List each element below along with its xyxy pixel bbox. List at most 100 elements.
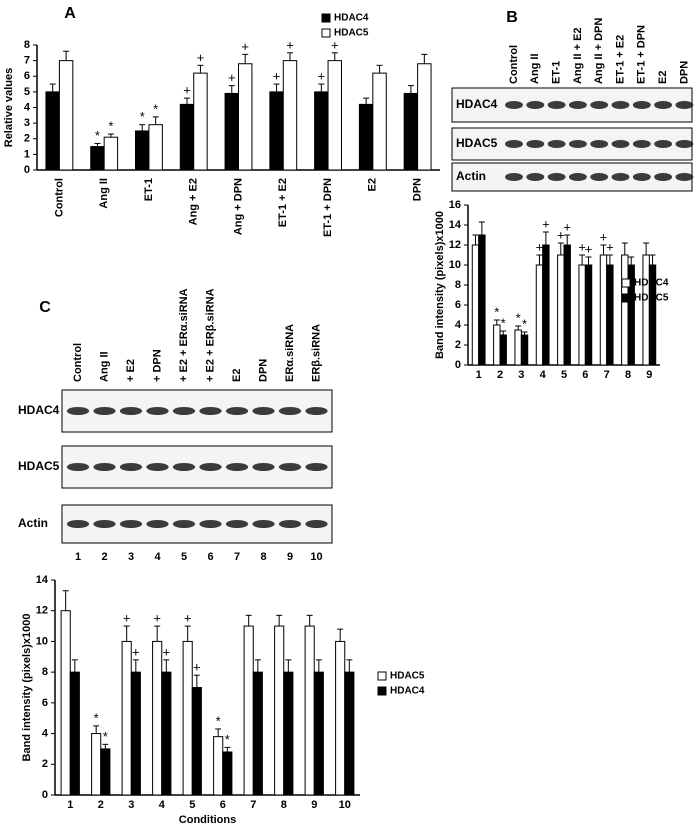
blot-band (119, 463, 143, 471)
y-tick-label: 2 (24, 133, 30, 145)
blot-band (93, 520, 116, 528)
x-tick-label: 5 (561, 369, 567, 381)
significance-mark: + (585, 241, 593, 256)
bar (642, 254, 650, 366)
blot-band (93, 407, 116, 415)
x-tick-label: 3 (128, 799, 134, 811)
lane-number: 2 (101, 551, 107, 563)
blot-band (146, 520, 169, 528)
significance-mark: + (123, 611, 131, 626)
blot-band (172, 463, 196, 471)
y-tick-label: 10 (449, 259, 461, 271)
blot-band (632, 173, 651, 181)
x-tick-label: Control (53, 178, 65, 217)
x-tick-label: 8 (281, 799, 287, 811)
panel-letter: B (506, 9, 518, 26)
bar (58, 60, 74, 171)
blot-band (305, 520, 328, 528)
significance-mark: + (153, 611, 161, 626)
significance-mark: + (331, 37, 339, 52)
blot-band (199, 463, 222, 471)
significance-mark: * (140, 109, 145, 124)
y-tick-label: 14 (449, 219, 462, 231)
blot-band (146, 407, 169, 415)
bar (100, 748, 111, 796)
bar (535, 264, 544, 366)
blot-band (675, 140, 694, 148)
y-tick-label: 8 (455, 279, 461, 291)
panel-letter: C (39, 299, 51, 316)
bar (182, 640, 193, 796)
bar (152, 640, 163, 796)
x-tick-label: 1 (67, 799, 73, 811)
y-tick-label: 2 (455, 339, 461, 351)
bar (372, 72, 387, 171)
significance-mark: + (557, 227, 565, 242)
significance-mark: + (197, 50, 205, 65)
legend-label: HDAC5 (634, 293, 669, 304)
lane-number: 5 (181, 551, 187, 563)
blot-band (93, 463, 116, 471)
lane-number: 4 (154, 551, 161, 563)
significance-mark: + (273, 69, 281, 84)
blot-row-label: Actin (18, 516, 48, 530)
blot-band (505, 101, 523, 109)
lane-number: 9 (287, 551, 293, 563)
blot-band (119, 407, 143, 415)
significance-mark: * (94, 710, 99, 725)
blot-band (278, 407, 302, 415)
blot-band (305, 407, 328, 415)
y-tick-label: 6 (42, 697, 48, 709)
significance-mark: + (578, 239, 586, 254)
bar (578, 264, 586, 366)
bar (493, 324, 501, 366)
bar (584, 264, 593, 366)
blot-band (172, 407, 196, 415)
lane-label: + E2 + ERα.siRNA (178, 288, 190, 382)
legend-label: HDAC4 (634, 278, 669, 289)
blot-band (611, 173, 630, 181)
legend-swatch (321, 13, 331, 23)
bar (471, 244, 480, 366)
significance-mark: + (606, 239, 614, 254)
blot-band (590, 140, 609, 148)
blot-band (66, 520, 90, 528)
bar (335, 640, 346, 796)
significance-mark: + (132, 644, 140, 659)
y-tick-label: 7 (24, 55, 30, 67)
significance-mark: + (163, 644, 171, 659)
y-tick-label: 0 (455, 359, 461, 371)
blot-band (590, 173, 609, 181)
bar (103, 136, 119, 171)
lane-label: Ang II + E2 (572, 27, 584, 84)
bar (193, 72, 208, 171)
x-tick-label: 6 (220, 799, 226, 811)
significance-mark: * (516, 310, 521, 325)
bar (69, 671, 80, 796)
x-tick-label: 4 (540, 369, 547, 381)
x-tick-label: 9 (311, 799, 317, 811)
bar (514, 329, 522, 366)
x-tick-label: 9 (646, 369, 652, 381)
lane-label: ERβ.siRNA (310, 324, 322, 382)
y-tick-label: 8 (42, 666, 48, 678)
legend-label: HDAC5 (390, 671, 425, 682)
y-axis-label: Band intensity (pixels)x1000 (434, 211, 446, 359)
legend-label: HDAC5 (334, 28, 369, 39)
x-tick-label: 1 (476, 369, 482, 381)
blot-band (278, 520, 302, 528)
bar (563, 244, 571, 366)
significance-mark: * (95, 128, 100, 143)
bar (282, 60, 298, 171)
lane-label: + E2 + ERβ.siRNA (204, 288, 216, 382)
significance-mark: * (103, 729, 108, 744)
y-tick-label: 10 (36, 635, 48, 647)
blot-band (172, 520, 196, 528)
blot-band (199, 520, 222, 528)
bar (91, 733, 102, 796)
y-tick-label: 0 (24, 164, 30, 176)
bar (327, 60, 342, 171)
y-tick-label: 16 (449, 199, 461, 211)
bar (269, 91, 284, 171)
legend-swatch (621, 278, 631, 288)
